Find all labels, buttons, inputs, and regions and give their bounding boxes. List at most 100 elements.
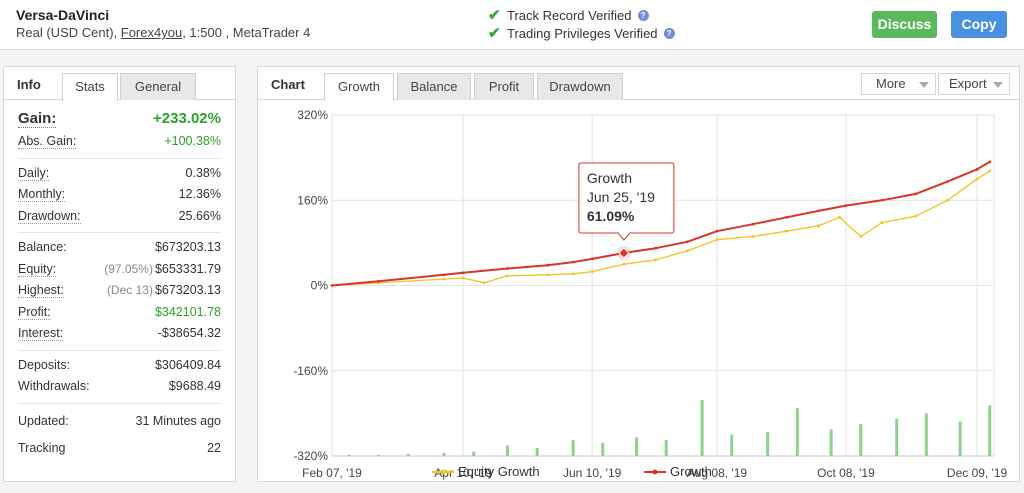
stat-label: Equity:	[18, 261, 57, 277]
volume-bar	[958, 421, 962, 456]
equity-growth-line-point	[685, 249, 689, 253]
account-subtitle: Real (USD Cent), Forex4you, 1:500 , Meta…	[16, 25, 310, 40]
growth-line-point	[817, 209, 820, 213]
volume-bar	[347, 454, 351, 456]
growth-chart[interactable]: 320% 160% 0% -160% -320% Feb 07, '19 Apr 10, '…	[258, 100, 1019, 481]
equity-growth-line-point	[751, 235, 755, 238]
equity-growth-line-point	[946, 198, 949, 202]
stat-profit: Profit: $342101.78	[18, 302, 221, 324]
stat-deposits: Deposits: $306409.84	[18, 355, 221, 377]
volume-bar	[924, 413, 928, 456]
stat-value: 22	[207, 440, 221, 455]
stat-withdrawals: Withdrawals: $9688.49	[18, 376, 221, 398]
volume-bar	[535, 448, 539, 456]
stat-value: 12.36%	[178, 187, 221, 201]
growth-line-point	[914, 192, 918, 196]
tab-stats[interactable]: Stats	[62, 73, 118, 101]
equity-growth-line-point	[546, 273, 550, 277]
export-label: Export	[949, 76, 987, 91]
tab-profit[interactable]: Profit	[474, 73, 534, 100]
equity-growth-line-point	[838, 215, 842, 219]
volume-bar	[730, 434, 734, 456]
account-name: Versa-DaVinci	[16, 7, 110, 23]
growth-line-point	[685, 240, 689, 244]
x-tick-label: Dec 09, '19	[947, 466, 1008, 480]
help-icon[interactable]: ?	[637, 9, 649, 21]
growth-line-point	[975, 167, 979, 171]
growth-line-point	[442, 273, 446, 277]
equity-growth-line-point	[442, 277, 446, 281]
tab-growth[interactable]: Growth	[324, 73, 394, 101]
tab-drawdown[interactable]: Drawdown	[537, 73, 623, 100]
stat-value: -$38654.32	[157, 326, 221, 340]
tooltip-date: Jun 25, '19	[587, 189, 655, 205]
info-tabbar: Info Stats General	[4, 67, 235, 101]
stat-label: Gain:	[18, 110, 57, 128]
x-tick-label: Oct 08, '19	[817, 466, 875, 480]
growth-line-point	[546, 263, 550, 267]
info-title: Info	[17, 77, 41, 92]
growth-line-point	[590, 257, 594, 261]
tab-balance[interactable]: Balance	[397, 73, 471, 100]
x-tick-label: Jun 10, '19	[563, 466, 622, 480]
equity-growth-line-point	[914, 214, 918, 218]
equity-growth-line-point	[988, 169, 992, 173]
stat-label: Interest:	[18, 326, 64, 341]
volume-bar	[829, 429, 833, 456]
volume-bar	[601, 442, 605, 456]
volume-bar	[766, 432, 770, 456]
equity-growth-line-point	[859, 235, 863, 238]
tooltip-title: Growth	[587, 170, 632, 186]
tab-general[interactable]: General	[120, 73, 196, 100]
stat-value: $673203.13	[154, 240, 221, 254]
stat-monthly: Monthly: 12.36%	[18, 184, 221, 206]
stat-label: Abs. Gain:	[18, 134, 77, 149]
volume-bar	[895, 418, 899, 456]
volume-bar	[472, 451, 476, 456]
more-dropdown[interactable]: More	[861, 73, 936, 95]
stat-daily: Daily: 0.38%	[18, 163, 221, 185]
account-details: , 1:500 , MetaTrader 4	[182, 25, 311, 40]
chevron-down-icon	[919, 82, 929, 88]
stat-gain: Gain: +233.02%	[18, 107, 221, 131]
chevron-down-icon	[993, 82, 1003, 88]
growth-line-point	[506, 267, 509, 270]
info-panel: Info Stats General Gain: +233.02% Abs. G…	[3, 66, 236, 482]
growth-line-point	[751, 222, 755, 226]
broker-link[interactable]: Forex4you	[120, 25, 183, 40]
volume-bar	[664, 440, 668, 456]
equity-growth-line-point	[506, 274, 509, 278]
volume-bar	[506, 445, 510, 456]
y-tick-label: -320%	[293, 449, 328, 463]
volume-bar	[442, 452, 446, 456]
stat-value: $653331.79	[154, 261, 221, 276]
y-tick-label: 0%	[311, 279, 329, 293]
account-type: Real (USD Cent),	[16, 25, 118, 40]
stat-label: Drawdown:	[18, 208, 81, 224]
equity-growth-line-point	[482, 281, 486, 285]
growth-line-point	[946, 180, 949, 184]
chart-panel: Chart Growth Balance Profit Drawdown Mor…	[257, 66, 1020, 482]
x-tick-label: Aug 08, '19	[687, 466, 748, 480]
stat-value: +233.02%	[153, 110, 221, 127]
more-label: More	[876, 76, 906, 91]
equity-growth-line-point	[975, 177, 979, 181]
export-dropdown[interactable]: Export	[938, 73, 1010, 95]
discuss-button[interactable]: Discuss	[872, 11, 937, 38]
equity-growth-line-point	[715, 238, 719, 242]
growth-line-point	[844, 204, 848, 207]
volume-bar	[406, 453, 410, 456]
equity-growth-line-point	[785, 229, 789, 233]
trading-privileges-verified: ✔ Trading Privileges Verified ?	[488, 24, 675, 42]
account-header: Versa-DaVinci Real (USD Cent), Forex4you…	[0, 0, 1024, 50]
check-icon: ✔	[488, 25, 501, 42]
volume-bar	[795, 408, 799, 456]
legend-growth-marker	[652, 469, 658, 475]
copy-button[interactable]: Copy	[951, 11, 1007, 38]
help-icon[interactable]: ?	[663, 27, 675, 39]
equity-growth-line-point	[461, 276, 465, 280]
growth-line-point	[654, 246, 657, 250]
equity-growth-line-point	[817, 224, 820, 228]
volume-bar	[988, 405, 992, 456]
tooltip-value: 61.09%	[587, 208, 635, 224]
